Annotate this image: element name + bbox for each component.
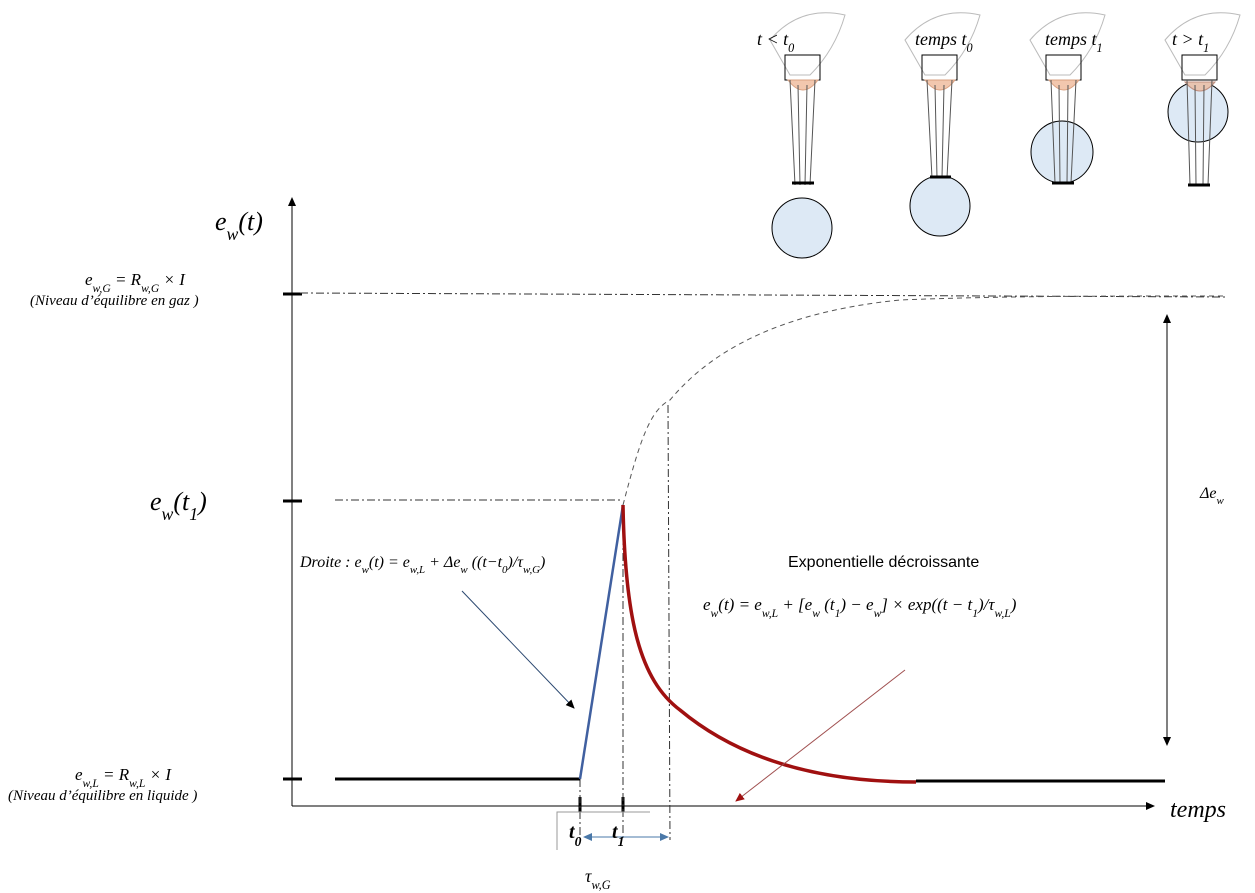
subscript: w,L xyxy=(762,607,778,620)
text-part: t < t xyxy=(757,29,789,49)
subscript: w,L xyxy=(129,777,145,790)
text-part: (t) = e xyxy=(718,595,762,614)
text-part: )/τ xyxy=(977,595,995,614)
text-part: ) xyxy=(196,487,207,516)
tau-label: τw,G xyxy=(585,866,611,892)
subscript: w,L xyxy=(994,607,1010,620)
probe xyxy=(769,12,846,259)
subscript: w xyxy=(162,504,174,524)
text-part: = R xyxy=(111,270,142,289)
exponential-decay xyxy=(621,504,917,784)
probe xyxy=(904,12,981,237)
text-part: (t xyxy=(820,595,836,614)
text-part: e xyxy=(150,487,162,516)
delta-label: Δew xyxy=(1199,485,1225,507)
subscript: w xyxy=(362,564,370,576)
subscript: w,G xyxy=(141,282,160,295)
text-part: ) − e xyxy=(839,595,874,614)
t0-label: t0 xyxy=(569,821,582,849)
pointer-arrow xyxy=(461,590,575,709)
text-part: × I xyxy=(145,765,172,784)
text-part: ((t−t xyxy=(468,554,503,571)
probe-label: temps t0 xyxy=(915,29,973,55)
subscript: 1 xyxy=(1097,41,1103,55)
text-part: Δe xyxy=(1199,485,1217,502)
probe xyxy=(1164,12,1241,187)
subscript: 1 xyxy=(1203,41,1209,55)
text-part: )/τ xyxy=(506,554,524,571)
linear-rise xyxy=(578,504,625,780)
ticks xyxy=(283,292,625,812)
text-part: (t xyxy=(173,487,190,516)
text-part: ] × exp((t − t xyxy=(880,595,973,614)
liquid-note: (Niveau d’équilibre en liquide ) xyxy=(8,788,197,804)
subscript: w,G xyxy=(523,564,540,576)
probe-label: t > t1 xyxy=(1172,29,1209,55)
subscript: w xyxy=(711,607,719,620)
text-part: ) xyxy=(1010,595,1017,614)
subscript: w,L xyxy=(83,777,99,790)
pointer-arrow xyxy=(735,669,906,802)
text-part: t xyxy=(612,821,619,843)
text-part: (t) = e xyxy=(369,554,410,571)
subscript: 1 xyxy=(618,834,625,849)
probe xyxy=(1029,12,1106,185)
subscript: 0 xyxy=(967,41,973,55)
gas-formula: ew,G = Rw,G × I xyxy=(85,270,186,295)
subscript: 1 xyxy=(835,607,841,620)
t1-label: t1 xyxy=(612,821,624,849)
t1-level-label: ew(t1) xyxy=(150,487,207,524)
text-part: × I xyxy=(159,270,186,289)
x-axis-label: temps xyxy=(1170,797,1226,823)
subscript: w,G xyxy=(591,878,610,892)
subscript: w xyxy=(874,607,882,620)
y-axis-label: ew(t) xyxy=(215,207,263,244)
gas-note: (Niveau d’équilibre en gaz ) xyxy=(30,293,199,309)
text-part: temps t xyxy=(1045,29,1097,49)
subscript: 0 xyxy=(502,564,508,576)
subscript: w,G xyxy=(93,282,112,295)
subscript: 0 xyxy=(575,834,582,849)
text-part: Droite : e xyxy=(299,554,362,571)
liquid-formula: ew,L = Rw,L × I xyxy=(75,765,172,790)
subscript: w xyxy=(812,607,820,620)
gas-trend xyxy=(622,295,1226,506)
probe-label: temps t1 xyxy=(1045,29,1103,55)
subscript: w xyxy=(1217,495,1225,507)
t-box xyxy=(556,811,650,850)
line-annotation: Droite : ew(t) = ew,L + Δew ((t−t0)/τw,G… xyxy=(299,554,545,576)
text-part: e xyxy=(85,270,93,289)
exp-formula: ew(t) = ew,L + [ew (t1) − ew] × exp((t −… xyxy=(703,595,1017,620)
text-part: + Δe xyxy=(425,554,460,571)
text-part: t > t xyxy=(1172,29,1204,49)
subscript: w xyxy=(460,564,468,576)
probes xyxy=(769,12,1241,259)
text-part: t xyxy=(569,821,576,843)
text-part: e xyxy=(703,595,711,614)
subscript: 1 xyxy=(972,607,978,620)
text-part: e xyxy=(75,765,83,784)
text-part: ) xyxy=(539,554,545,571)
text-part: + [e xyxy=(778,595,813,614)
subscript: w,L xyxy=(410,564,425,576)
text-part: = R xyxy=(99,765,130,784)
subscript: 0 xyxy=(788,41,794,55)
probe-label: t < t0 xyxy=(757,29,794,55)
text-part: τ xyxy=(585,866,592,886)
subscript: w xyxy=(227,224,239,244)
subscript: 1 xyxy=(189,504,198,524)
exp-title: Exponentielle décroissante xyxy=(788,554,979,571)
text-part: e xyxy=(215,207,227,236)
text-part: (t) xyxy=(238,207,263,236)
guides xyxy=(299,292,1226,841)
text-part: temps t xyxy=(915,29,967,49)
